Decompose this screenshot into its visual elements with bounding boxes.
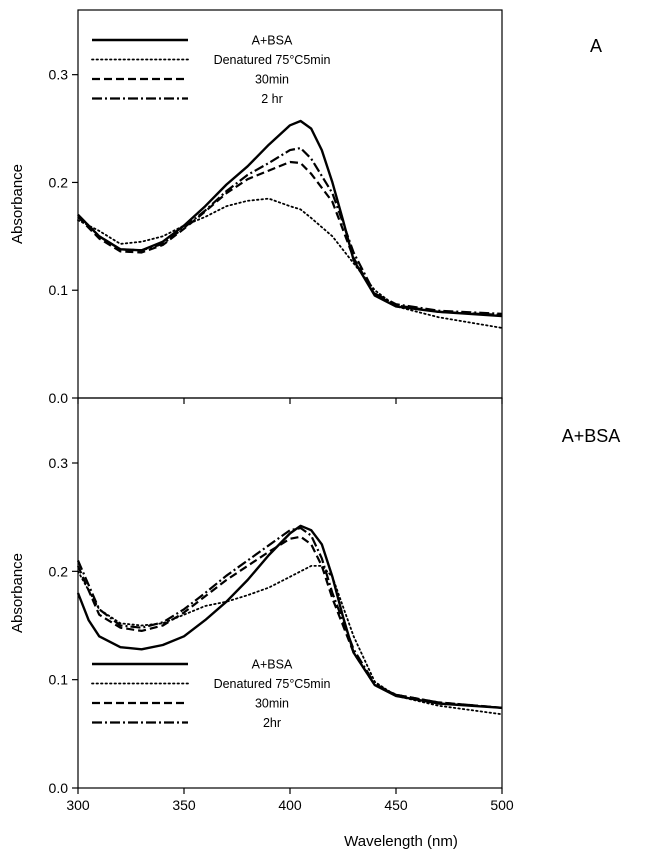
panel-1-y-tick-label: 0.2 bbox=[49, 174, 69, 190]
panel-1-frame bbox=[77, 9, 503, 399]
panel-1-y-tick-label: 0.3 bbox=[49, 67, 69, 83]
panel-2-series-4-line bbox=[76, 526, 503, 709]
panel-1-series-4-line bbox=[77, 146, 503, 315]
panel-2-frame bbox=[77, 397, 503, 789]
panel-2-y-axis-title: Absorbance bbox=[9, 553, 26, 633]
panel-2-label: A+BSA bbox=[562, 426, 621, 446]
panel-2-y-tick-label: 0.1 bbox=[49, 672, 69, 688]
panel-2-legend-label-3: 30min bbox=[255, 697, 289, 711]
x-axis-title: Wavelength (nm) bbox=[344, 833, 458, 850]
x-tick-label: 400 bbox=[278, 797, 302, 813]
panel-1-y-tick-label: 0.1 bbox=[49, 282, 69, 298]
panel-1-legend-label-4: 2 hr bbox=[261, 92, 283, 106]
x-tick-label: 500 bbox=[490, 797, 514, 813]
panel-1-y-tick-label: 0.0 bbox=[49, 390, 69, 406]
panel-2-series-3-line bbox=[76, 535, 503, 709]
panel-1-legend-label-1: A+BSA bbox=[252, 34, 293, 48]
panel-1-label: A bbox=[590, 36, 602, 56]
panel-1-series-2-line bbox=[77, 197, 503, 329]
panel-1-legend-label-2: Denatured 75°C5min bbox=[214, 53, 331, 67]
x-tick-label: 350 bbox=[172, 797, 196, 813]
panel-2-y-tick-label: 0.0 bbox=[49, 780, 69, 796]
panel-2-legend-label-4: 2hr bbox=[263, 716, 281, 730]
panel-1-y-axis-title: Absorbance bbox=[9, 164, 26, 244]
panel-1-series-3-line bbox=[77, 160, 503, 317]
panel-2-legend-label-1: A+BSA bbox=[252, 658, 293, 672]
x-tick-label: 300 bbox=[66, 797, 90, 813]
panel-2-legend-label-2: Denatured 75°C5min bbox=[214, 677, 331, 691]
x-tick-label: 450 bbox=[384, 797, 408, 813]
panel-2-y-tick-label: 0.3 bbox=[49, 455, 69, 471]
panel-2-series-2-line bbox=[77, 565, 503, 716]
panel-2-y-tick-label: 0.2 bbox=[49, 563, 69, 579]
panel-1-legend-label-3: 30min bbox=[255, 73, 289, 87]
